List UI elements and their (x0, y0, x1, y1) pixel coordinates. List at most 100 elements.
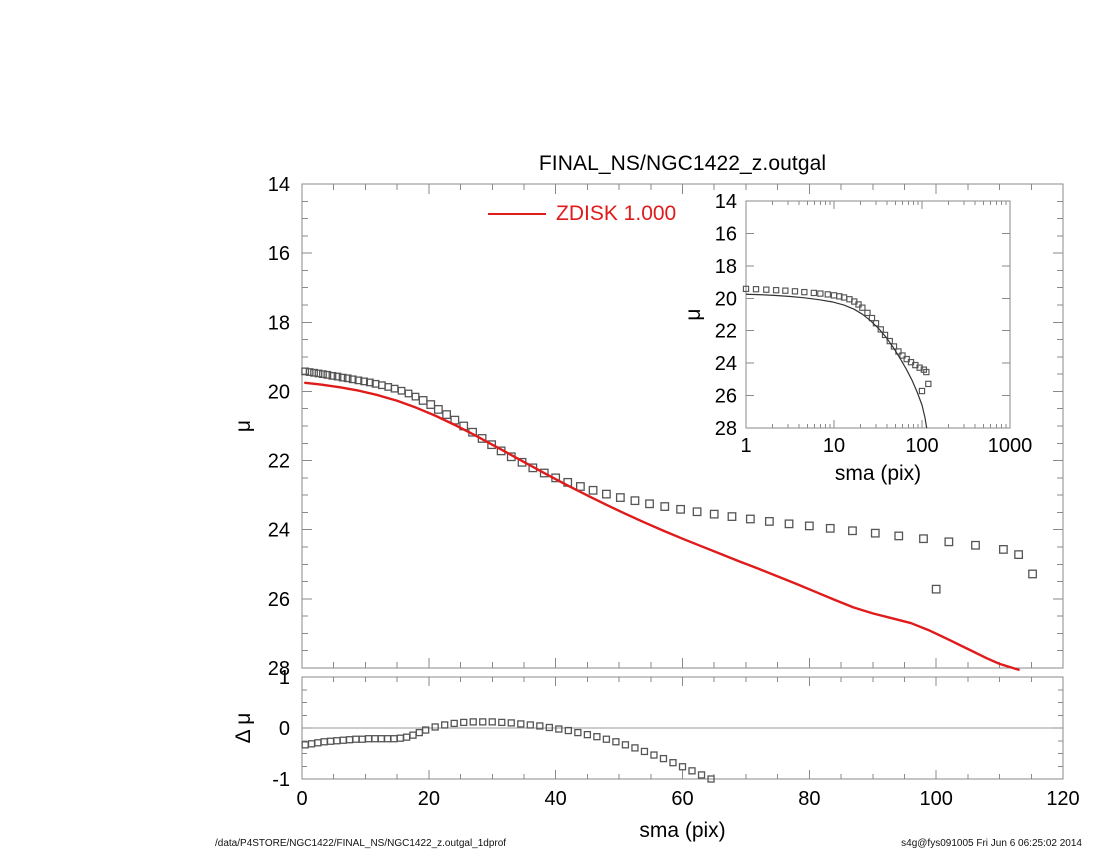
residual-point (536, 722, 544, 730)
inset-data-point (881, 331, 889, 339)
residual-point (545, 723, 553, 732)
residual-point (583, 730, 592, 739)
data-point (411, 392, 420, 401)
data-point (442, 410, 451, 419)
inset-ytick-label: 16 (715, 223, 737, 245)
data-point (310, 368, 318, 377)
inset-ytick-label: 20 (715, 288, 737, 310)
data-point (784, 519, 794, 529)
residual-point (307, 740, 316, 748)
residual-xtick-label: 100 (919, 788, 952, 810)
inset-data-point (824, 291, 831, 298)
residual-point (339, 736, 347, 744)
inset-data-point (817, 290, 824, 297)
residual-xtick-label: 20 (418, 788, 440, 810)
residual-point (650, 751, 658, 759)
residual-y-axis-label: Δ μ (232, 713, 255, 744)
data-point (630, 496, 640, 506)
data-point (848, 526, 857, 536)
residual-xtick-label: 40 (545, 788, 567, 810)
residual-point (422, 726, 430, 734)
residual-point (326, 737, 335, 745)
data-point (360, 377, 369, 386)
inset-data-point (877, 326, 884, 333)
data-point (1028, 569, 1037, 579)
data-point (343, 374, 352, 383)
inset-data-point (918, 387, 926, 395)
inset-ytick-label: 28 (715, 418, 737, 440)
residual-ytick-label: 1 (279, 667, 290, 689)
residual-point (488, 718, 496, 726)
data-point (870, 528, 880, 538)
inset-background (746, 201, 1010, 428)
residual-point (469, 718, 477, 726)
residual-point (526, 721, 534, 729)
data-point (328, 371, 337, 380)
residual-ytick-label: -1 (272, 769, 290, 791)
residual-point (377, 735, 385, 743)
residual-point (612, 738, 620, 746)
data-point (433, 405, 443, 414)
residual-point (415, 728, 423, 737)
residual-xtick-label: 80 (798, 788, 820, 810)
residual-point (402, 733, 411, 741)
residual-x-axis-label: sma (pix) (639, 819, 725, 842)
inset-data-point (899, 352, 906, 359)
data-point (426, 400, 436, 409)
footer-path: /data/P4STORE/NGC1422/FINAL_NS/NGC1422_z… (215, 838, 507, 849)
residual-point (688, 767, 696, 775)
footer-stamp: s4g@fys091005 Fri Jun 6 06:25:02 2014 (901, 838, 1082, 849)
main-ytick-label: 24 (268, 520, 290, 542)
data-point (745, 514, 755, 524)
data-point (365, 378, 374, 387)
residual-ytick-label: 0 (279, 718, 290, 740)
inset-data-point (925, 380, 932, 388)
inset-data-point (791, 288, 799, 295)
residual-point (517, 720, 525, 728)
data-point (764, 517, 774, 526)
main-ytick-label: 18 (268, 312, 290, 334)
inset-ytick-label: 18 (715, 256, 737, 278)
inset-data-point (868, 314, 876, 322)
residual-point (555, 725, 563, 733)
data-point (692, 507, 702, 517)
data-point (931, 584, 941, 594)
inset-ytick-label: 22 (715, 321, 737, 343)
residual-point (602, 735, 611, 743)
inset-ytick-label: 24 (715, 353, 737, 375)
data-point (305, 368, 314, 376)
data-point (418, 396, 428, 405)
residual-point (460, 718, 468, 727)
inset-data-point (855, 301, 862, 308)
residual-point (396, 734, 404, 742)
residual-point (593, 733, 601, 741)
data-point (894, 531, 904, 541)
main-ytick-label: 20 (268, 381, 290, 403)
residual-point (707, 775, 715, 783)
inset-plot-frame (745, 200, 1011, 429)
residual-point (669, 759, 677, 767)
inset-y-axis-label: μ (682, 308, 705, 320)
inset-data-point (810, 289, 818, 297)
residual-point (640, 747, 649, 756)
residual-point (364, 735, 373, 743)
page-title: FINAL_NS/NGC1422_z.outgal (538, 152, 827, 175)
residual-point (507, 719, 515, 727)
data-point (348, 375, 357, 384)
main-ytick-label: 16 (268, 243, 290, 265)
residual-point (498, 718, 506, 727)
data-point (804, 521, 814, 531)
inset-xtick-label: 100 (905, 435, 938, 457)
inset-xtick-label: 10 (823, 435, 845, 457)
inset-ytick-label: 14 (715, 191, 737, 213)
data-point (727, 512, 737, 521)
data-point (539, 468, 549, 478)
inset-xtick-label: 1 (740, 435, 751, 457)
data-point (676, 504, 685, 514)
data-point (390, 384, 399, 393)
residual-point (431, 723, 439, 731)
residual-point (314, 739, 322, 747)
data-point (354, 376, 363, 385)
residual-point (564, 726, 572, 735)
